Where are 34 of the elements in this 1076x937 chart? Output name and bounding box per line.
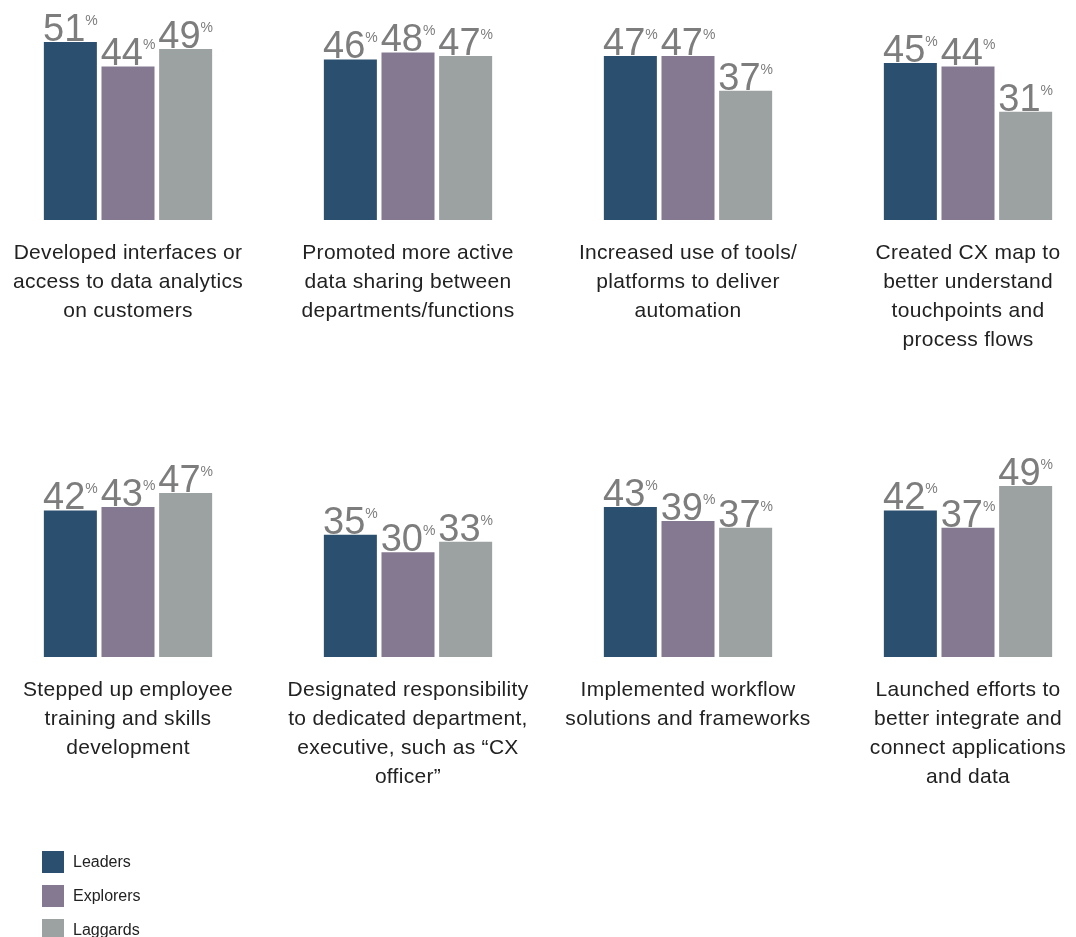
data-label: 47% <box>158 457 213 500</box>
legend-label: Leaders <box>73 853 131 871</box>
data-label: 47% <box>438 20 493 63</box>
legend-label: Explorers <box>73 887 141 905</box>
data-label: 45% <box>883 27 938 70</box>
x-tick-label: Designated responsibility to dedicated department, executive, such as “CX officer” <box>287 677 529 787</box>
data-label: 37% <box>718 55 773 98</box>
data-label: 49% <box>158 13 213 56</box>
data-label: 44% <box>100 31 156 74</box>
data-label: 51% <box>43 7 98 49</box>
data-label: 33% <box>438 506 493 549</box>
x-tick-label: Stepped up employee training and skills development <box>22 677 234 758</box>
x-tick-label: Implemented workflow solutions and frameworks <box>565 677 811 729</box>
data-label: 37% <box>718 492 773 535</box>
data-label: 37% <box>940 492 996 535</box>
data-label: 31% <box>998 76 1053 119</box>
data-label: 43% <box>603 471 658 514</box>
data-label: 44% <box>940 31 996 74</box>
x-tick-label: Promoted more active data sharing between departments/functions <box>301 240 515 321</box>
data-label: 47% <box>603 20 658 63</box>
x-tick-label: Increased use of tools/ platforms to deliver automation <box>578 240 798 321</box>
data-label: 49% <box>998 450 1053 493</box>
data-label: 47% <box>660 20 716 63</box>
x-tick-label: Created CX map to better understand touchpoints and process flows <box>875 240 1061 350</box>
data-label: 42% <box>43 475 98 518</box>
data-label: 39% <box>660 485 716 528</box>
data-label: 42% <box>883 475 938 518</box>
data-label: 35% <box>323 499 378 542</box>
data-label: 46% <box>323 24 378 67</box>
x-tick-label: Developed interfaces or access to data analytics on customers <box>12 240 244 321</box>
data-label: 48% <box>380 17 436 60</box>
data-label: 43% <box>100 471 156 514</box>
data-label: 30% <box>380 517 436 560</box>
x-tick-label: Launched efforts to better integrate and connect applications and data <box>869 677 1067 787</box>
